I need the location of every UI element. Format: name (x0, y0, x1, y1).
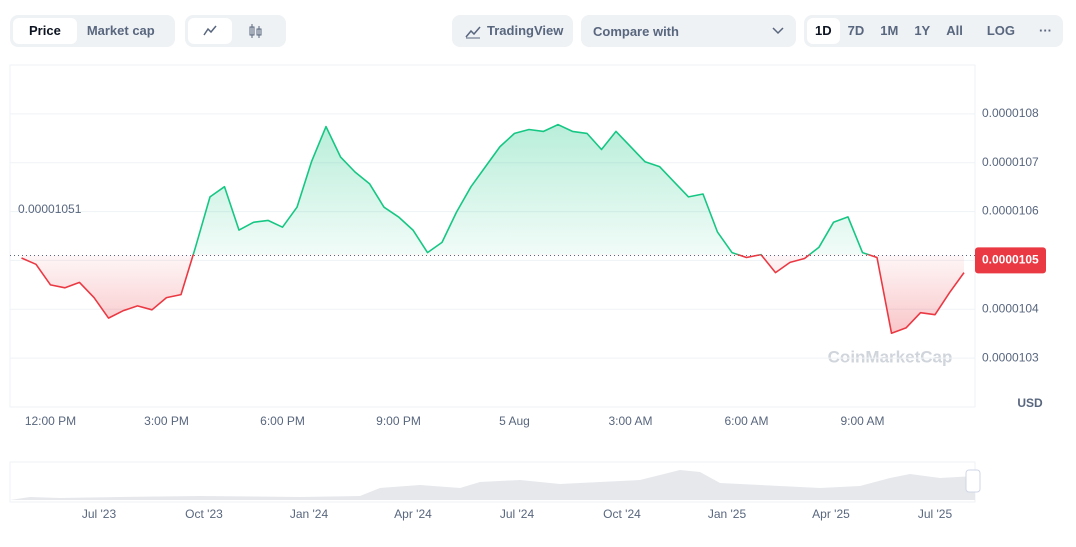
y-tick-label: 0.0000106 (982, 204, 1039, 218)
y-tick-label: 0.0000105 (982, 253, 1039, 267)
x-tick-label: 6:00 PM (260, 414, 305, 428)
navigator-area (10, 470, 975, 500)
x-tick-label: 3:00 AM (608, 414, 652, 428)
candle-style[interactable] (232, 18, 280, 44)
navigator-label: Jan '25 (708, 507, 747, 521)
navigator-label: Jul '25 (918, 507, 953, 521)
y-tick-label: 0.0000104 (982, 301, 1039, 315)
range-button[interactable]: 1D (807, 18, 840, 44)
compare-label: Compare with (593, 23, 679, 39)
market-cap-tab[interactable]: Market cap (86, 23, 155, 38)
x-tick-label: 3:00 PM (144, 414, 189, 428)
navigator-label: Oct '24 (603, 507, 641, 521)
navigator-label: Apr '24 (394, 507, 432, 521)
chart-style-toggle (185, 15, 286, 47)
navigator-label: Oct '23 (185, 507, 223, 521)
range-button[interactable]: 1M (880, 23, 899, 38)
x-tick-label: 6:00 AM (724, 414, 768, 428)
x-tick-label: 9:00 AM (840, 414, 884, 428)
y-unit: USD (1017, 396, 1043, 410)
range-button[interactable]: 7D (847, 23, 865, 38)
chevron (772, 27, 784, 35)
compare-select[interactable]: Compare with (581, 15, 796, 47)
tradingview-button[interactable]: TradingView (452, 15, 573, 47)
current-price-label: 0.0000105 (982, 253, 1039, 267)
price-area (21, 124, 964, 334)
current-price-tag (975, 247, 1046, 274)
watermark: CoinMarketCap (828, 347, 953, 366)
y-tick-label: 0.0000107 (982, 155, 1039, 169)
range-button[interactable]: All (946, 23, 963, 38)
x-tick-label: 5 Aug (499, 414, 530, 428)
baseline-label: 0.00001051 (18, 202, 82, 216)
series-toggle: Price Market cap (10, 15, 175, 47)
navigator-label: Apr '25 (812, 507, 850, 521)
navigator-label: Jul '24 (500, 507, 535, 521)
candle-icon (249, 24, 262, 38)
more-button[interactable]: ··· (1039, 23, 1053, 38)
navigator-handle[interactable] (965, 469, 981, 493)
range-toggle: 1D 7D 1M 1Y All LOG ··· (804, 15, 1063, 47)
tradingview-label: TradingView (487, 23, 564, 38)
x-tick-label: 9:00 PM (376, 414, 421, 428)
plot-frame (9, 64, 976, 408)
y-tick-label: 0.0000108 (982, 106, 1039, 120)
navigator-frame (9, 461, 976, 503)
line-style[interactable] (188, 18, 232, 44)
tv-icon (465, 26, 481, 39)
y-tick-label: 0.0000103 (982, 350, 1039, 364)
price-tab[interactable]: Price (13, 18, 77, 44)
x-tick-label: 12:00 PM (25, 414, 76, 428)
range-button[interactable]: 1Y (914, 23, 931, 38)
navigator-label: Jul '23 (82, 507, 117, 521)
log-button[interactable]: LOG (986, 23, 1016, 38)
price-line (21, 123, 965, 334)
line-icon (203, 25, 217, 36)
navigator-label: Jan '24 (290, 507, 329, 521)
